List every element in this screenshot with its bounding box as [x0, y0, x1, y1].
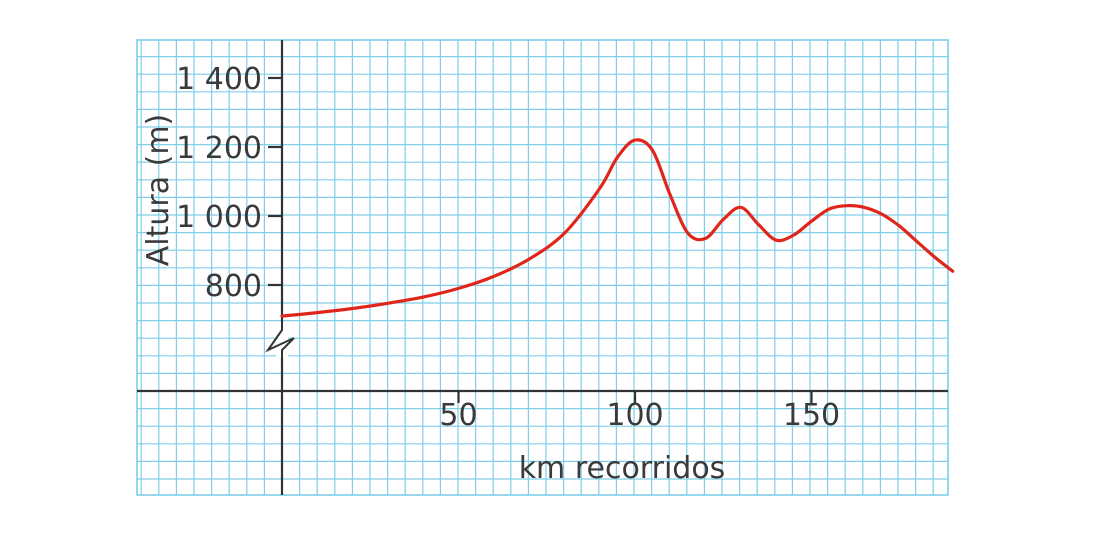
y-tick-label: 1 400: [176, 62, 262, 97]
axis-break-symbol: [265, 322, 295, 358]
y-tick-label: 1 000: [176, 200, 262, 235]
y-axis-title: Altura (m): [141, 114, 176, 267]
axes: [137, 40, 948, 495]
altitude-line: [280, 138, 955, 318]
y-tick-label: 1 200: [176, 131, 262, 166]
x-tick-label: 50: [439, 398, 477, 433]
x-tick-label: 150: [783, 398, 840, 433]
x-axis-title: km recorridos: [519, 451, 726, 486]
grid: [136, 39, 949, 496]
series-layer: [280, 138, 955, 318]
tick-labels: 800 1 000 1 200 1 400 50 100 150: [176, 62, 840, 433]
y-tick-label: 800: [205, 269, 262, 304]
axis-break-gap: [276, 322, 288, 358]
x-tick-label: 100: [606, 398, 663, 433]
